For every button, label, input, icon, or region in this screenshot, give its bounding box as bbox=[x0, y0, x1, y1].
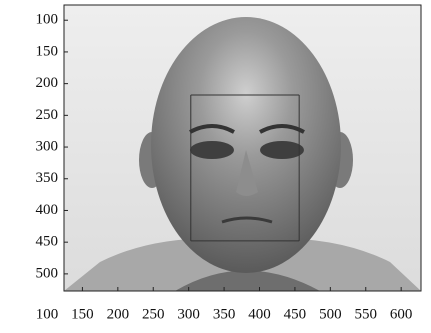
x-tick-label: 100 bbox=[36, 306, 59, 322]
x-tick-label: 600 bbox=[390, 306, 413, 322]
y-tick-label: 450 bbox=[36, 234, 59, 250]
x-tick-label: 350 bbox=[213, 306, 236, 322]
y-tick-label: 400 bbox=[36, 202, 59, 218]
x-tick-label: 150 bbox=[71, 306, 94, 322]
x-tick-label: 250 bbox=[142, 306, 165, 322]
x-tick-label: 300 bbox=[177, 306, 200, 322]
y-tick-label: 250 bbox=[36, 107, 59, 123]
x-tick-label: 400 bbox=[248, 306, 271, 322]
y-tick-label: 150 bbox=[36, 43, 59, 59]
x-tick-label: 500 bbox=[319, 306, 342, 322]
y-tick-label: 500 bbox=[36, 265, 59, 281]
y-tick-label: 300 bbox=[36, 138, 59, 154]
page: {"chart_data": {"type": "image", "xlim":… bbox=[0, 0, 431, 333]
y-tick-label: 350 bbox=[36, 170, 59, 186]
photo bbox=[64, 5, 421, 291]
chart: 100 150 200 250 300 350 400 450 500 550 600 100 150 2… bbox=[0, 0, 431, 333]
y-tick-label: 100 bbox=[36, 12, 59, 28]
x-tick-label: 200 bbox=[107, 306, 130, 322]
y-tick-label: 200 bbox=[36, 75, 59, 91]
x-tick-label: 450 bbox=[284, 306, 307, 322]
x-tick-label: 550 bbox=[355, 306, 378, 322]
